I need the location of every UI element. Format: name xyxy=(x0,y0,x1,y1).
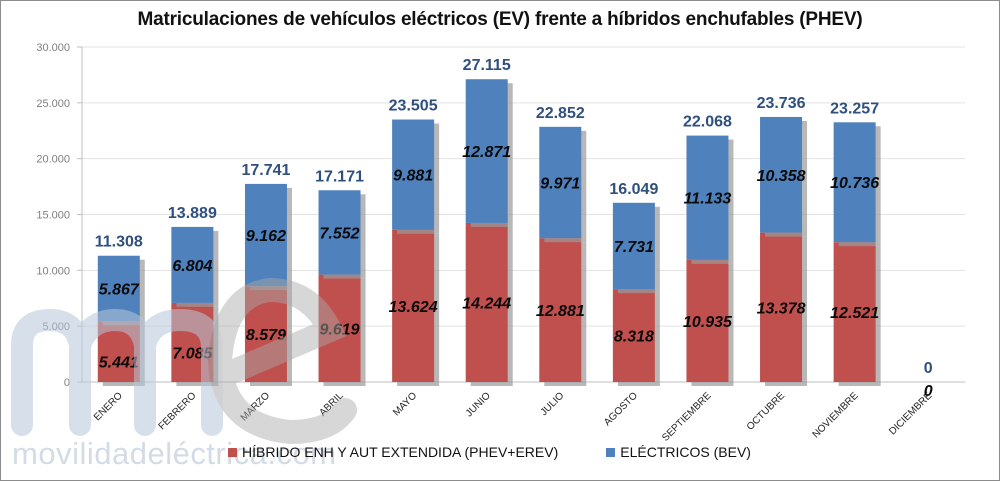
watermark-e-shape xyxy=(207,277,357,445)
data-label-phev: 13.378 xyxy=(757,300,806,317)
legend-swatch-phev xyxy=(228,447,237,457)
watermark-text: movilidadeléctrica.com xyxy=(12,436,337,471)
bar-segment-phev xyxy=(686,259,729,382)
legend-item-bev[interactable]: ELÉCTRICOS (BEV) xyxy=(606,444,751,460)
legend: HÍBRIDO ENH Y AUT EXTENDIDA (PHEV+EREV) … xyxy=(228,444,799,460)
data-label-bev: 7.552 xyxy=(320,225,360,242)
data-label-bev: 6.804 xyxy=(172,258,212,275)
bar-segment-bev xyxy=(465,79,508,223)
data-label-total: 23.257 xyxy=(830,100,879,117)
data-label-phev: 0 xyxy=(924,383,933,400)
data-labels: 5.4415.86711.3087.0856.80413.8898.5799.1… xyxy=(95,57,933,400)
gridlines xyxy=(82,46,965,383)
x-tick-label: FEBRERO xyxy=(157,390,199,432)
bar-segment-phev xyxy=(760,232,803,382)
watermark-m-shape xyxy=(11,308,223,436)
bar-segment-bev xyxy=(833,122,876,243)
data-label-phev: 13.624 xyxy=(389,299,438,316)
y-tick-label: 15.000 xyxy=(36,210,70,222)
data-label-total: 23.736 xyxy=(757,95,806,112)
data-label-total: 16.049 xyxy=(609,181,658,198)
data-label-bev: 10.736 xyxy=(830,175,879,192)
y-tick-label: 20.000 xyxy=(36,154,70,166)
data-label-total: 13.889 xyxy=(168,205,217,222)
bar-segment-bev xyxy=(612,202,655,290)
x-tick-label: MAYO xyxy=(391,390,419,418)
data-label-bev: 10.358 xyxy=(757,168,806,185)
data-label-phev: 12.521 xyxy=(830,305,879,322)
bar-segment-bev xyxy=(760,116,803,233)
x-tick-label: JUNIO xyxy=(464,390,493,419)
bar-segment-bev xyxy=(392,119,435,230)
data-label-phev: 12.881 xyxy=(536,303,585,320)
data-label-total: 22.852 xyxy=(536,105,585,122)
data-label-total: 11.308 xyxy=(95,234,143,251)
data-label-bev: 9.162 xyxy=(246,228,286,245)
legend-label-phev: HÍBRIDO ENH Y AUT EXTENDIDA (PHEV+EREV) xyxy=(242,444,559,460)
chart-title: Matriculaciones de vehículos eléctricos … xyxy=(137,9,863,30)
legend-swatch-bev xyxy=(606,447,616,457)
data-label-phev: 5.441 xyxy=(99,355,139,372)
data-label-phev: 9.619 xyxy=(320,321,360,338)
legend-label-bev: ELÉCTRICOS (BEV) xyxy=(620,444,751,460)
watermark-logo xyxy=(11,277,357,445)
bars xyxy=(97,79,881,386)
data-label-bev: 9.881 xyxy=(393,168,433,185)
bar-segment-phev xyxy=(612,289,655,382)
bar-segment-bev xyxy=(171,226,214,303)
bar-segment-phev xyxy=(465,222,508,382)
bar-segment-phev xyxy=(539,238,582,382)
data-label-bev: 7.731 xyxy=(614,239,654,256)
data-label-total: 17.741 xyxy=(241,162,290,179)
data-label-bev: 11.133 xyxy=(684,191,732,208)
x-tick-label: ENERO xyxy=(92,390,125,423)
data-label-phev: 10.935 xyxy=(683,314,733,331)
x-tick-label: NOVIEMBRE xyxy=(811,390,861,440)
x-tick-label: OCTUBRE xyxy=(745,390,788,433)
bar-segment-phev xyxy=(318,274,361,382)
data-label-bev: 9.971 xyxy=(540,175,580,192)
data-label-total: 23.505 xyxy=(389,98,438,115)
y-tick-label: 0 xyxy=(64,377,70,389)
y-tick-label: 10.000 xyxy=(36,265,70,277)
data-label-bev: 5.867 xyxy=(99,281,140,298)
y-tick-label: 30.000 xyxy=(36,42,70,54)
data-label-total: 17.171 xyxy=(315,168,364,185)
data-label-phev: 8.579 xyxy=(246,327,286,344)
x-tick-label: AGOSTO xyxy=(602,390,640,428)
x-tick-label: SEPTIEMBRE xyxy=(660,390,714,444)
bar-segment-bev xyxy=(539,126,582,239)
y-tick-label: 25.000 xyxy=(36,98,70,110)
bar-segment-bev xyxy=(318,190,361,275)
data-label-phev: 14.244 xyxy=(462,295,511,312)
x-tick-label: JULIO xyxy=(539,390,567,418)
data-label-total: 22.068 xyxy=(683,114,732,131)
bar-segment-bev xyxy=(244,183,287,287)
bar-segment-phev xyxy=(244,286,287,382)
data-label-total: 27.115 xyxy=(463,57,511,74)
data-label-total: 0 xyxy=(924,360,933,377)
legend-item-phev[interactable]: HÍBRIDO ENH Y AUT EXTENDIDA (PHEV+EREV) xyxy=(228,444,558,460)
data-label-phev: 8.318 xyxy=(614,329,654,346)
bar-segment-phev xyxy=(392,229,435,382)
bar-segment-phev xyxy=(833,242,876,382)
data-label-bev: 12.871 xyxy=(462,144,511,161)
bar-segment-bev xyxy=(686,135,729,260)
